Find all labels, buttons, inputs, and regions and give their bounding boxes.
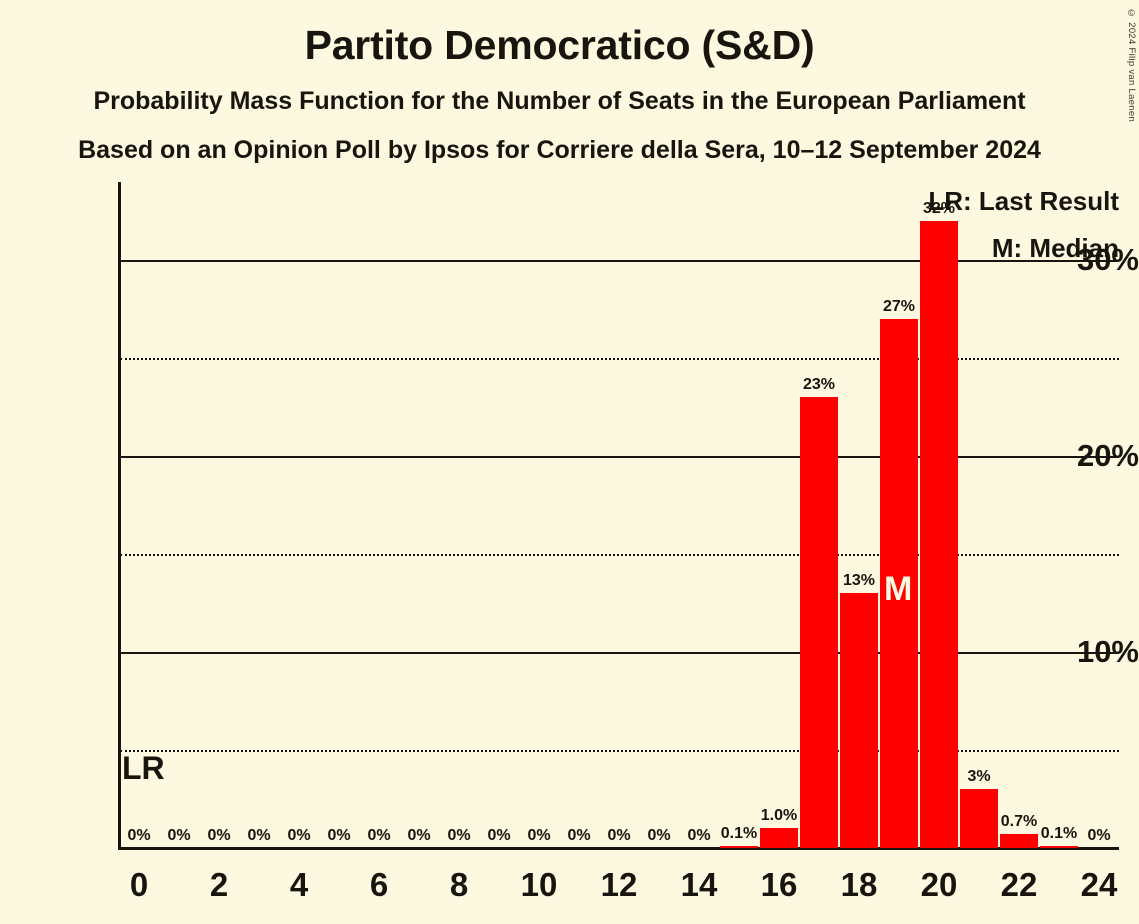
bar-value-label: 0.1% [720, 825, 758, 842]
gridline-minor [120, 750, 1119, 753]
bar-value-label: 0% [447, 827, 471, 844]
bar-value-label: 0% [607, 827, 631, 844]
x-axis-tick-label: 12 [600, 866, 638, 903]
y-axis-tick-label: 30% [1076, 242, 1139, 278]
bar-value-label: 0% [367, 827, 391, 844]
x-axis-tick-label: 16 [760, 866, 798, 903]
x-axis-tick-label: 2 [209, 866, 229, 903]
x-axis-line [118, 847, 1119, 850]
x-axis-tick-label: 4 [289, 866, 309, 903]
median-marker: M [884, 570, 913, 608]
bar-value-label: 32% [922, 200, 956, 218]
bar-value-label: 3% [967, 768, 991, 786]
copyright-notice: © 2024 Filip van Laenen [1126, 8, 1137, 123]
bar [960, 789, 998, 848]
bar-value-label: 0% [207, 827, 231, 844]
chart-source-line: Based on an Opinion Poll by Ipsos for Co… [78, 136, 1041, 164]
bar [920, 221, 958, 848]
bar-value-label: 0.1% [1040, 825, 1078, 842]
last-result-marker: LR [122, 750, 165, 786]
x-axis-tick-label: 10 [520, 866, 558, 903]
x-axis-tick-label: 0 [129, 866, 149, 903]
bar-value-label: 0% [327, 827, 351, 844]
legend-median: M: Median [991, 233, 1119, 263]
bar [880, 319, 918, 848]
x-axis-tick-label: 22 [1000, 866, 1038, 903]
bar [720, 846, 758, 848]
bar [1000, 834, 1038, 848]
x-axis-tick-label: 20 [920, 866, 958, 903]
bar-value-label: 23% [802, 376, 836, 394]
chart-subtitle: Probability Mass Function for the Number… [93, 87, 1026, 115]
bar-value-label: 0% [407, 827, 431, 844]
bar-value-label: 13% [842, 572, 876, 590]
bar-value-label: 1.0% [760, 807, 798, 825]
gridline-major [120, 260, 1119, 263]
bar-value-label: 0% [567, 827, 591, 844]
gridline-major [120, 456, 1119, 459]
bar-value-label: 0% [527, 827, 551, 844]
gridline-major [120, 652, 1119, 655]
page-title: Partito Democratico (S&D) [304, 22, 815, 68]
bar-value-label: 0% [647, 827, 671, 844]
bar-value-label: 0% [127, 827, 151, 844]
legend-last-result: LR: Last Result [928, 186, 1119, 216]
y-axis-line [118, 182, 121, 850]
plot-area: 0% 0% 0% 0% 0% 0% 0% 0% 0% 0% 0% 0% 0% 0% 0% 0.1% 1.0% 23… [120, 182, 1119, 848]
bar [1040, 846, 1078, 848]
gridline-minor [120, 358, 1119, 361]
x-axis-tick-label: 24 [1080, 866, 1118, 903]
x-axis-tick-label: 14 [680, 866, 718, 903]
bar-value-label: 0% [167, 827, 191, 844]
bar-value-label: 0% [247, 827, 271, 844]
y-axis-tick-label: 20% [1076, 438, 1139, 474]
x-axis-tick-label: 8 [449, 866, 469, 903]
bar-value-label: 27% [882, 298, 916, 316]
x-axis-tick-label: 18 [840, 866, 878, 903]
bar-value-label: 0% [287, 827, 311, 844]
bar [800, 397, 838, 848]
gridline-minor [120, 554, 1119, 557]
bar-value-label: 0% [687, 827, 711, 844]
bar-value-label: 0% [487, 827, 511, 844]
bar-value-label: 0% [1087, 827, 1111, 844]
bar [840, 593, 878, 848]
y-axis-tick-label: 10% [1076, 634, 1139, 670]
bar [760, 828, 798, 848]
bar-value-label: 0.7% [1000, 813, 1038, 831]
x-axis-tick-label: 6 [369, 866, 389, 903]
